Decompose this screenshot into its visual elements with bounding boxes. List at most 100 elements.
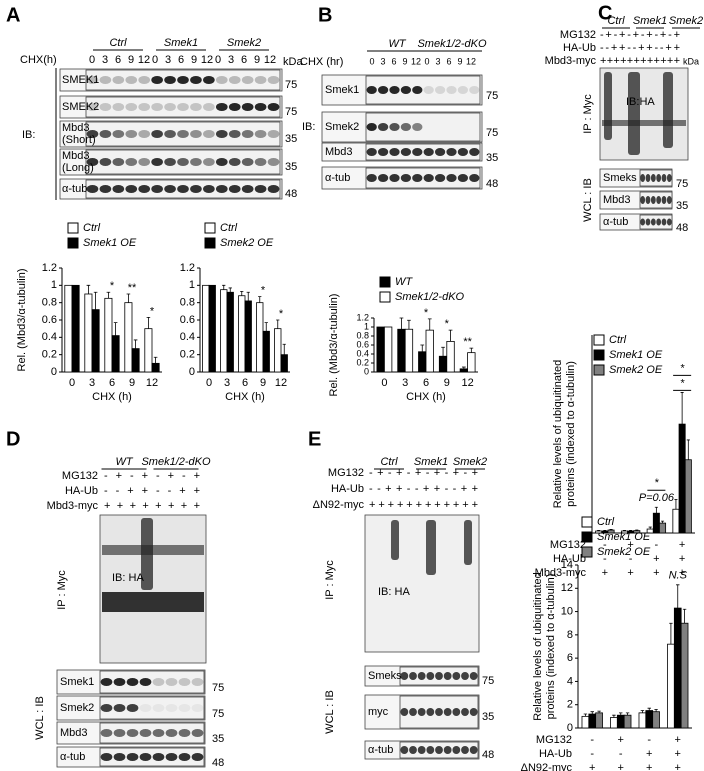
error-bar xyxy=(133,339,138,349)
bar xyxy=(151,362,160,373)
blot-band xyxy=(469,174,480,182)
annotation: * xyxy=(680,362,685,374)
blot-band xyxy=(138,103,151,111)
error-bar xyxy=(264,322,268,332)
error-bar xyxy=(240,291,244,296)
blot-band xyxy=(377,148,389,156)
mw-label: 75 xyxy=(285,106,297,118)
group-label: Smek1 xyxy=(414,456,448,468)
blot-band xyxy=(203,130,215,138)
blot-band xyxy=(165,729,178,737)
bar xyxy=(588,713,597,729)
side-label: WCL : IB xyxy=(324,690,336,734)
y-tick-label: 0.2 xyxy=(356,357,369,367)
error-bar xyxy=(669,622,673,645)
bar xyxy=(91,309,100,373)
blot-band xyxy=(191,704,204,712)
bar xyxy=(659,522,667,534)
mw-label: 48 xyxy=(676,222,688,234)
row-label: α-tub xyxy=(62,183,87,195)
blot-smear xyxy=(391,520,399,560)
error-bar xyxy=(661,520,665,524)
lane-label: 3 xyxy=(380,56,385,66)
lane-label: 0 xyxy=(369,56,374,66)
blot-band xyxy=(113,753,126,761)
blot-band xyxy=(366,174,377,182)
blot-band xyxy=(377,123,389,131)
treatment-label: HA-Ub xyxy=(331,483,364,495)
x-axis-label: CHX (h) xyxy=(406,391,446,403)
group-label: Smek1/2-dKO xyxy=(417,38,487,50)
blot-band xyxy=(666,174,672,182)
blot-band xyxy=(241,130,254,138)
blot-band xyxy=(190,130,202,138)
blot-band xyxy=(151,185,163,193)
blot-band xyxy=(400,708,409,716)
error-bar xyxy=(686,439,690,460)
legend-label: Ctrl xyxy=(83,222,101,234)
blot-band xyxy=(389,148,400,156)
x-row-value: + xyxy=(618,762,624,771)
blot-band xyxy=(86,158,99,166)
mw-label: 35 xyxy=(482,711,494,723)
y-tick-label: 1 xyxy=(189,279,195,291)
y-tick-label: 12 xyxy=(561,582,573,594)
x-tick-label: 6 xyxy=(109,377,115,389)
x-row-value: - xyxy=(590,748,594,760)
blot-band xyxy=(164,130,176,138)
bar xyxy=(226,291,234,373)
x-tick-label: 9 xyxy=(260,377,266,389)
legend-label: Ctrl xyxy=(609,334,627,346)
blot-band xyxy=(138,158,151,166)
annotation: N.S xyxy=(669,570,688,582)
error-bar xyxy=(590,711,594,715)
error-bar xyxy=(228,287,232,293)
blot-band xyxy=(400,672,409,680)
y-tick-label: 0.6 xyxy=(356,339,369,349)
side-label: IP : Myc xyxy=(582,94,594,134)
blot-band xyxy=(412,148,423,156)
significance: * xyxy=(279,308,284,320)
lane-label: 3 xyxy=(102,54,108,66)
blot-band xyxy=(100,678,113,686)
blot-band xyxy=(434,148,446,156)
y-axis-label: Relative levels of ubiquitinated xyxy=(552,360,564,509)
treatment-signs: ++++++++++++ xyxy=(369,499,478,511)
lane-label: 12 xyxy=(138,54,150,66)
error-bar xyxy=(603,530,607,532)
mw-label: 35 xyxy=(285,133,297,145)
blot-band xyxy=(650,218,656,226)
mw-label: 48 xyxy=(482,749,494,761)
blot-band xyxy=(241,76,254,84)
blot-band xyxy=(254,158,267,166)
blot-band xyxy=(203,185,215,193)
error-bar xyxy=(625,712,630,716)
bar xyxy=(652,711,660,729)
blot-band xyxy=(177,158,189,166)
row-label: (Long) xyxy=(62,162,94,174)
x-tick-label: 12 xyxy=(146,377,158,389)
lane-label: 6 xyxy=(446,56,451,66)
blot-band xyxy=(125,158,138,166)
treatment-label: Mbd3-myc xyxy=(47,500,99,512)
error-bar xyxy=(680,392,684,425)
x-row-value: + xyxy=(675,748,681,760)
legend-swatch xyxy=(379,276,391,288)
row-label: Smek2 xyxy=(60,702,94,714)
blot-band xyxy=(112,76,125,84)
side-label: IP : Myc xyxy=(56,570,68,610)
blot-band xyxy=(215,158,228,166)
y-tick-label: 10 xyxy=(561,605,573,617)
error-bar xyxy=(126,293,131,303)
blot-band xyxy=(112,158,125,166)
blot-band xyxy=(177,130,189,138)
blot-band xyxy=(400,148,412,156)
treatment-label: HA-Ub xyxy=(563,42,596,54)
blot-band xyxy=(151,76,163,84)
row-label: Smek2 xyxy=(325,121,359,133)
row-label: α-tub xyxy=(368,744,393,756)
error-bar xyxy=(635,529,639,531)
blot-band xyxy=(125,103,138,111)
blot-band xyxy=(178,704,191,712)
bar xyxy=(680,622,689,729)
